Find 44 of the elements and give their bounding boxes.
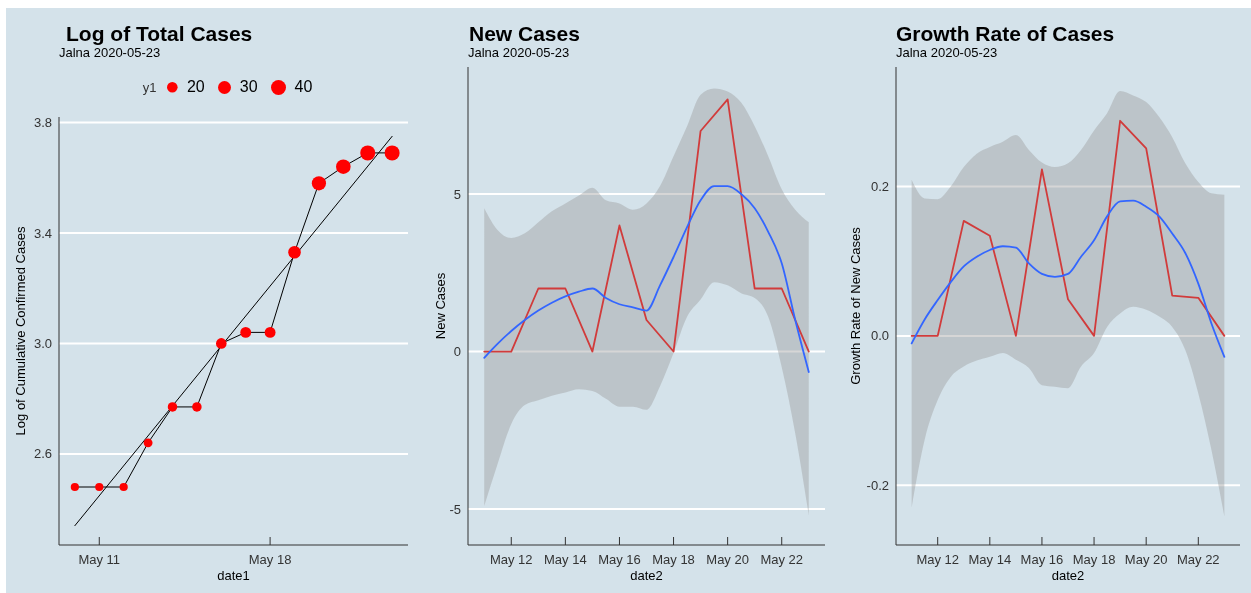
y-axis-title: New Cases bbox=[433, 272, 448, 340]
chart-subtitle: Jalna 2020-05-23 bbox=[896, 45, 998, 60]
x-tick-label: May 14 bbox=[968, 552, 1012, 568]
y-axis-title: Log of Cumulative Confirmed Cases bbox=[13, 226, 28, 436]
y-tick-label: 0 bbox=[453, 344, 461, 360]
x-tick-label: May 20 bbox=[1124, 552, 1168, 568]
y-tick-label: -0.2 bbox=[866, 477, 889, 493]
y-tick-label: -5 bbox=[449, 501, 461, 517]
line-series bbox=[910, 199, 1226, 358]
y-tick-label: 3.4 bbox=[33, 225, 52, 241]
y-tick-label: 5 bbox=[453, 186, 461, 202]
x-tick-label: May 20 bbox=[706, 552, 749, 568]
legend-title: y1 bbox=[142, 79, 157, 95]
y-tick-label: 0.0 bbox=[870, 328, 889, 344]
y-axis-title: Growth Rate of New Cases bbox=[848, 227, 863, 385]
line-series bbox=[483, 185, 810, 373]
x-tick-label: May 16 bbox=[1020, 552, 1064, 568]
x-tick-label: May 12 bbox=[916, 552, 960, 568]
x-tick-label: May 18 bbox=[248, 552, 292, 568]
y-tick-label: 2.6 bbox=[33, 446, 52, 462]
x-tick-label: May 16 bbox=[598, 552, 641, 568]
x-tick-label: May 12 bbox=[489, 552, 533, 568]
x-axis-title: date2 bbox=[1051, 568, 1085, 583]
x-tick-label: May 18 bbox=[652, 552, 695, 568]
x-tick-label: May 18 bbox=[1072, 552, 1116, 568]
x-tick-label: May 11 bbox=[78, 552, 121, 568]
x-tick-label: May 22 bbox=[1176, 552, 1220, 568]
chart-subtitle: Jalna 2020-05-23 bbox=[59, 45, 161, 60]
y-tick-label: 0.2 bbox=[870, 179, 889, 195]
legend-label: 30 bbox=[239, 78, 258, 96]
chart-subtitle: Jalna 2020-05-23 bbox=[468, 45, 570, 60]
chart-title: Log of Total Cases bbox=[66, 22, 253, 45]
x-tick-label: May 14 bbox=[544, 552, 587, 568]
line-series bbox=[910, 119, 1226, 337]
chart-title: Growth Rate of Cases bbox=[896, 22, 1115, 45]
x-tick-label: May 22 bbox=[760, 552, 804, 568]
legend-label: 40 bbox=[294, 78, 313, 96]
x-axis-title: date2 bbox=[630, 568, 663, 583]
y-tick-label: 3.8 bbox=[33, 115, 52, 131]
y-tick-label: 3.0 bbox=[33, 336, 52, 352]
x-axis-title: date1 bbox=[217, 568, 250, 583]
line-series bbox=[483, 98, 810, 353]
chart-title: New Cases bbox=[469, 22, 580, 45]
legend-label: 20 bbox=[186, 78, 205, 96]
